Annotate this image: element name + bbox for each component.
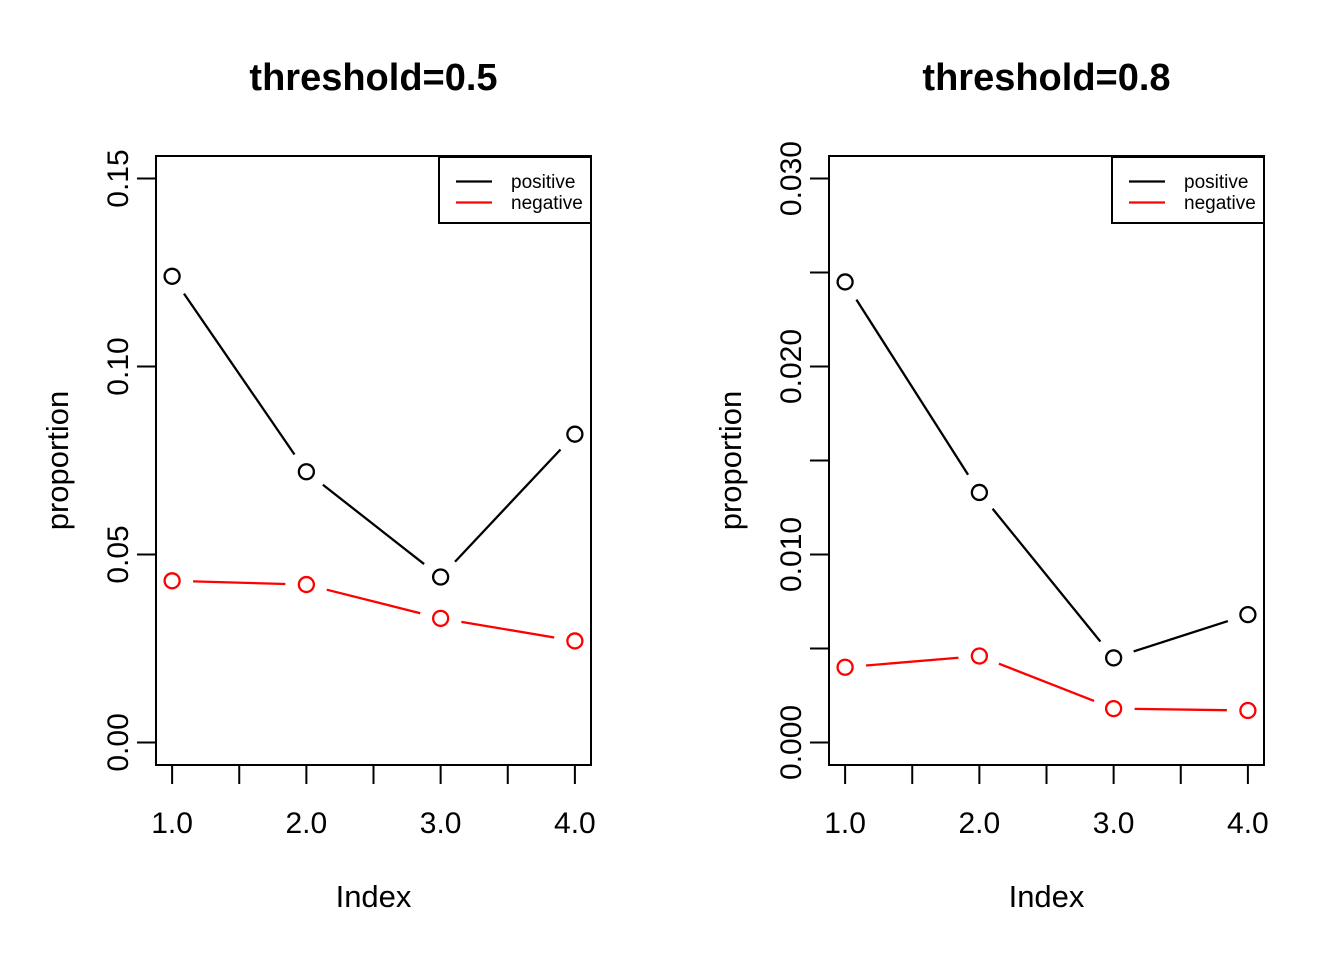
x-tick-label: 3.0 [1093, 807, 1135, 840]
series-line-positive [991, 508, 1102, 643]
x-axis-label: Index [1009, 879, 1085, 914]
data-point-positive [297, 463, 316, 481]
y-axis-label: proportion [713, 391, 748, 531]
data-point-positive [431, 568, 450, 586]
data-point-negative [970, 647, 989, 665]
x-tick-label: 2.0 [286, 807, 328, 840]
x-tick-label: 4.0 [1227, 807, 1269, 840]
y-tick-label: 0.020 [775, 329, 808, 404]
series-line-negative [461, 620, 555, 639]
series-line-negative [865, 656, 959, 667]
series-line-positive [454, 448, 562, 563]
y-tick-label: 0.030 [775, 141, 808, 216]
data-point-positive [1239, 605, 1257, 624]
y-tick-label: 0.10 [102, 337, 135, 395]
series-line-positive [855, 299, 970, 476]
panel-title: threshold=0.8 [922, 57, 1170, 99]
legend-box [1111, 156, 1265, 224]
panel-right: threshold=0.8 1.0 2.0 3.0 4.0 0.000 0.010 0.020… [713, 57, 1269, 914]
x-tick-label: 4.0 [554, 807, 596, 840]
data-point-positive [1104, 649, 1123, 667]
data-point-positive [836, 273, 854, 291]
y-tick-label: 0.010 [775, 517, 808, 592]
panel-left: threshold=0.5 1.0 2.0 3.0 4.0 0.00 0.05 0.10 0.1… [40, 57, 596, 914]
series-line-negative [1134, 707, 1227, 712]
y-tick-label: 0.00 [102, 713, 135, 771]
data-point-negative [836, 658, 854, 676]
series-line-positive [1133, 619, 1229, 653]
x-tick-label: 1.0 [824, 807, 866, 840]
series-line-negative [193, 580, 286, 586]
data-point-negative [163, 572, 181, 590]
data-point-negative [566, 632, 584, 650]
plot-box [155, 155, 592, 766]
series-line-positive [322, 483, 425, 565]
x-axis-label: Index [336, 879, 412, 914]
y-tick-label: 0.05 [102, 525, 135, 583]
y-axis-label: proportion [40, 391, 75, 531]
data-point-negative [431, 609, 450, 628]
series-line-negative [998, 662, 1095, 703]
data-point-negative [1104, 699, 1123, 718]
x-tick-label: 1.0 [151, 807, 193, 840]
data-point-positive [970, 483, 989, 502]
series-line-negative [326, 588, 421, 615]
x-tick-label: 3.0 [420, 807, 462, 840]
legend-label: negative [511, 193, 583, 214]
legend-label: negative [1184, 193, 1256, 214]
series-line-positive [183, 292, 296, 456]
y-tick-label: 0.000 [775, 705, 808, 780]
y-tick-label: 0.15 [102, 149, 135, 207]
legend-label: positive [1184, 172, 1248, 193]
data-point-positive [566, 425, 584, 443]
panel-title: threshold=0.5 [249, 57, 497, 99]
plot-box [828, 155, 1265, 766]
data-point-negative [1239, 701, 1257, 720]
x-tick-label: 2.0 [959, 807, 1001, 840]
data-point-negative [297, 575, 316, 594]
legend-label: positive [511, 172, 575, 193]
data-point-positive [163, 267, 181, 285]
legend-box [438, 156, 592, 224]
